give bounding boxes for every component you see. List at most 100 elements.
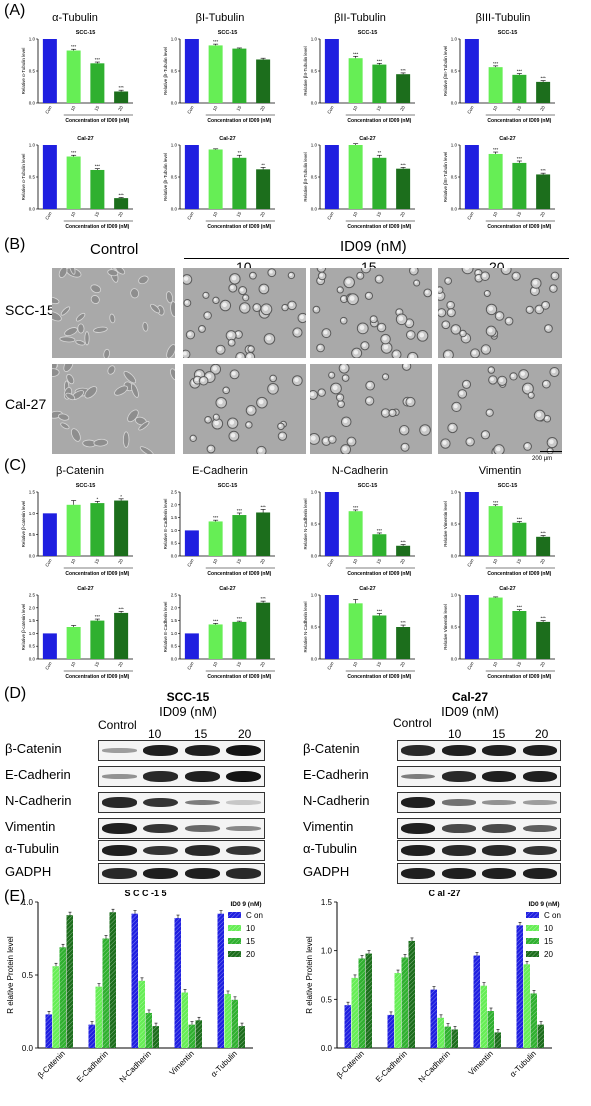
significance-label: ***	[260, 504, 266, 509]
c-title-3: Vimentin	[478, 465, 522, 477]
cell	[90, 284, 102, 294]
significance-label: ***	[118, 606, 124, 611]
cell-highlight	[542, 302, 547, 307]
bar	[324, 492, 339, 556]
cell-highlight	[341, 365, 346, 370]
cell-highlight	[329, 437, 334, 441]
x-tick-label: 10	[352, 105, 359, 112]
cell	[123, 370, 137, 384]
cell-highlight	[230, 285, 234, 290]
cell	[75, 312, 86, 322]
d-left-lane-20: 20	[238, 727, 252, 741]
cell-highlight	[329, 373, 333, 376]
cell	[170, 301, 175, 317]
x-tick-label: 20	[539, 661, 546, 668]
e-chart-title: S C C -1 5	[124, 890, 166, 898]
x-tick-label: 20	[117, 211, 124, 218]
cell-highlight	[240, 287, 244, 292]
cell-highlight	[319, 390, 323, 394]
cell-highlight	[194, 377, 199, 382]
cell	[52, 296, 60, 305]
small-chart-line-label: SCC-15	[218, 30, 238, 36]
bar	[348, 145, 363, 209]
cell-highlight	[231, 275, 237, 281]
cell-highlight	[314, 307, 318, 311]
blot-strip	[98, 766, 265, 787]
significance-label: ***	[493, 61, 499, 66]
cell-highlight	[449, 425, 454, 430]
e-bar	[351, 977, 358, 1048]
blot-band	[225, 744, 261, 757]
e-bar	[537, 1024, 544, 1048]
cell	[70, 428, 81, 442]
a-title-2: βII-Tubulin	[334, 12, 386, 24]
blot-strip	[98, 792, 265, 813]
significance-label: ***	[213, 618, 219, 623]
significance-label: ***	[540, 168, 546, 173]
y-tick-label: 0.5	[451, 69, 458, 74]
e-bar	[231, 999, 238, 1048]
bar	[488, 506, 503, 556]
e-bar	[174, 918, 181, 1048]
cell-highlight	[482, 273, 487, 278]
e-chart-title: C al -27	[428, 890, 460, 898]
bar	[42, 513, 57, 556]
x-tick-label: 20	[117, 105, 124, 112]
cell-highlight	[196, 371, 202, 377]
y-tick-label: 0.0	[451, 207, 458, 212]
scale-bar	[540, 451, 562, 452]
cell	[58, 413, 70, 421]
micrograph	[52, 364, 175, 454]
cell-highlight	[353, 350, 359, 355]
bar	[464, 492, 479, 556]
bar	[114, 91, 129, 103]
cell-highlight	[425, 290, 429, 294]
blot-strip	[397, 840, 561, 861]
e-legend-swatch	[526, 912, 539, 918]
y-axis-label: Relative βII-Tubulin level	[303, 46, 308, 95]
bar	[324, 145, 339, 209]
significance-label: ***	[493, 147, 499, 152]
cell-highlight	[549, 439, 554, 444]
d-right-lane-control: Control	[393, 716, 432, 730]
cell	[66, 373, 75, 385]
blot-band	[482, 845, 517, 856]
cell-highlight	[445, 278, 449, 282]
e-legend-swatch	[228, 938, 241, 944]
cell-highlight	[411, 268, 415, 272]
x-tick-label: 20	[399, 105, 406, 112]
blot-band	[184, 771, 220, 782]
bar	[232, 515, 247, 556]
cell-highlight	[199, 326, 203, 330]
x-tick-label: Con	[326, 105, 335, 115]
significance-label: ***	[237, 508, 243, 513]
blot-label-left: β-Catenin	[5, 741, 62, 756]
y-tick-label: 0.0	[29, 657, 36, 662]
blot-strip	[98, 863, 265, 884]
a-title-3: βIII-Tubulin	[475, 12, 531, 24]
x-tick-label: 10	[212, 558, 219, 565]
significance-label: ***	[71, 150, 77, 155]
panel-e-charts: S C C -1 5 0.0 0.5 1.0 R elative Protein lev…	[6, 890, 561, 1084]
cell-highlight	[222, 302, 227, 308]
small-chart-11: SCC-15 0.0 0.5 1.0 Relative Vimentin level Co…	[443, 483, 555, 577]
bar	[42, 39, 57, 103]
cell-highlight	[337, 395, 341, 399]
y-axis-label: Relative E-Cadherin level	[163, 499, 168, 550]
cell-highlight	[409, 354, 415, 358]
bar	[42, 145, 57, 209]
micrograph	[310, 364, 432, 454]
e-legend-label: C on	[246, 911, 263, 920]
cell-highlight	[213, 298, 217, 301]
cell-highlight	[495, 446, 501, 452]
e-y-axis-label: R elative Protein level	[6, 936, 15, 1014]
cell-highlight	[511, 373, 515, 378]
bar	[324, 595, 339, 659]
blot-band	[401, 823, 436, 834]
blot-band	[441, 845, 476, 856]
blot-band	[225, 825, 261, 832]
y-tick-label: 1.0	[171, 37, 178, 42]
cell-highlight	[371, 316, 375, 321]
